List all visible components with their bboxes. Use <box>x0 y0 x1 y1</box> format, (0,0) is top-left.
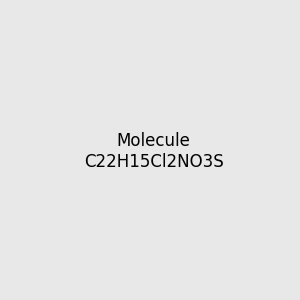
Text: Molecule
C22H15Cl2NO3S: Molecule C22H15Cl2NO3S <box>84 132 224 171</box>
